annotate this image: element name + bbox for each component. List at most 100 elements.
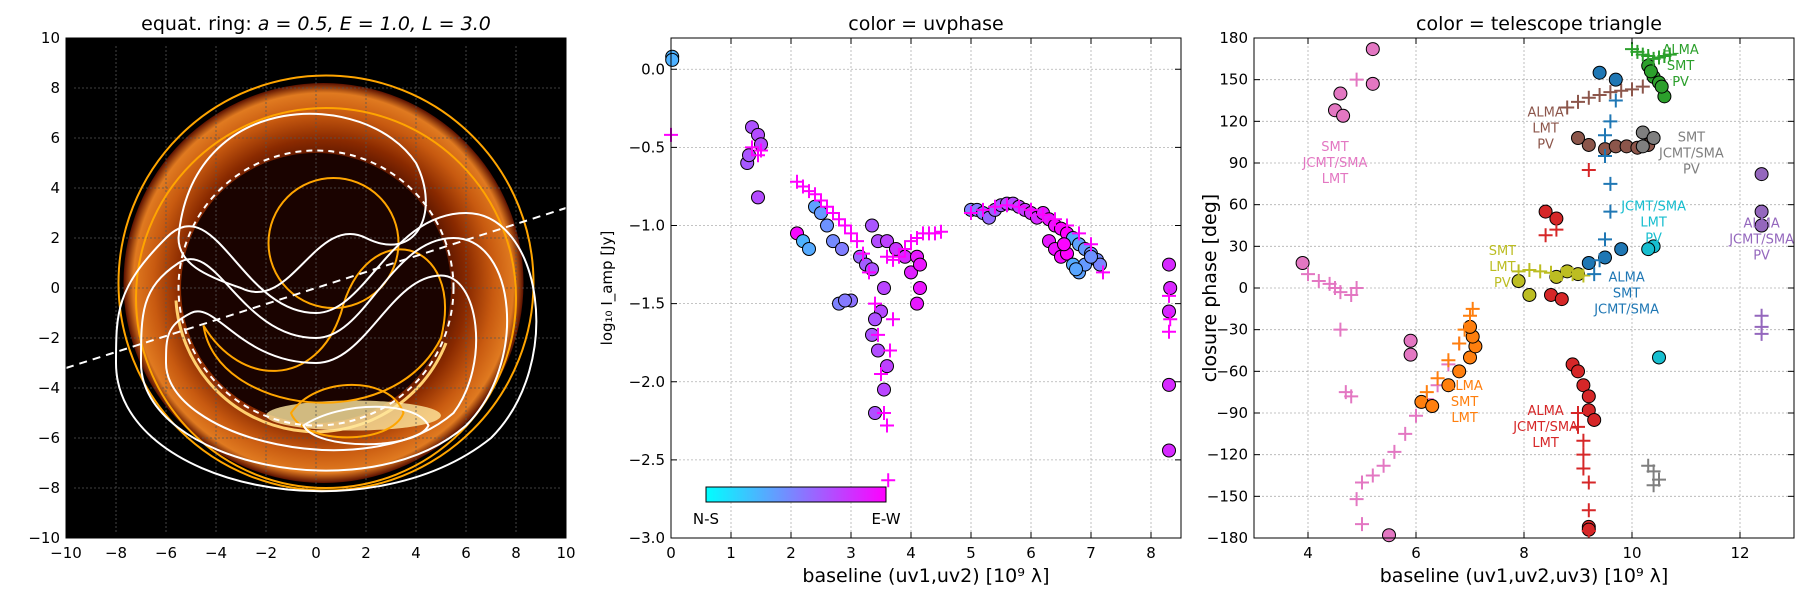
data-point-plus (1333, 322, 1348, 337)
series-label-line: JCMT/SMA (1512, 420, 1578, 435)
panel1-contours (65, 74, 567, 493)
data-point-plus (1603, 85, 1618, 100)
series-label-line: LMT (1532, 436, 1558, 451)
dashed-line (65, 207, 567, 369)
panel1-xtick-label: −2 (255, 544, 277, 562)
colorbar (705, 486, 887, 503)
panel1-xtick-label: −10 (50, 544, 82, 562)
data-point-circle (1576, 378, 1591, 393)
panel2-xtick-label: 7 (1086, 544, 1096, 562)
series-label-line: PV (1645, 232, 1662, 247)
data-point-plus (892, 249, 906, 264)
data-point-plus (1398, 426, 1413, 441)
panel2-ylabel: log₁₀ I_amp [Jy] (598, 231, 617, 346)
panel3-ytick-label: 30 (1229, 237, 1248, 255)
data-point-circle (1403, 347, 1418, 362)
panel1-ytick-label: −10 (28, 529, 60, 547)
data-point-circle (1592, 65, 1607, 80)
data-point-plus (1598, 232, 1612, 247)
data-point-circle (877, 382, 891, 397)
data-point-circle (1643, 64, 1658, 79)
series-label-line: JCMT/SMA (1593, 303, 1659, 318)
series-label-line: ALMA (1527, 404, 1563, 419)
series-label: ALMA JCMT/SMA LMT (1512, 404, 1578, 451)
data-point-plus (1576, 447, 1591, 462)
panel3-ytick-label: 120 (1219, 112, 1248, 130)
data-point-plus (1635, 79, 1650, 94)
series-label: ALMA SMT JCMT/SMA (1593, 271, 1659, 318)
panel2-xlabel: baseline (uv1,uv2) [10⁹ λ] (802, 565, 1049, 587)
data-point-plus (988, 199, 1002, 214)
data-point-circle (1162, 257, 1176, 272)
data-point-plus (1355, 517, 1369, 532)
panel3-ytick-label: 150 (1219, 71, 1248, 89)
data-point-plus (898, 241, 912, 256)
photon-ring-bright (174, 300, 448, 434)
data-point-plus (1365, 468, 1380, 483)
colorbar-left-label: N-S (693, 510, 719, 528)
data-point-circle (1554, 292, 1569, 307)
data-point-plus (1072, 226, 1086, 241)
panel3-ytick-label: −120 (1207, 446, 1248, 464)
panel3-ylabel: closure phase [deg] (1199, 194, 1221, 382)
panel3-ytick-label: 90 (1229, 154, 1248, 172)
data-point-plus (1511, 264, 1526, 279)
data-point-circle (1463, 350, 1477, 365)
data-point-plus (802, 184, 816, 199)
contour-white-inner (302, 405, 430, 446)
panel2-ytick-label: −2.5 (629, 451, 665, 469)
panel1-title: equat. ring: a = 0.5, E = 1.0, L = 3.0 (141, 13, 491, 35)
series-label-line: LMT (1451, 411, 1477, 426)
panel2-xtick-label: 8 (1146, 544, 1156, 562)
data-point-circle (1441, 378, 1456, 393)
panel1-ytick-label: −8 (38, 479, 60, 497)
data-point-circle (1587, 412, 1602, 427)
series-label: SMT JCMT/SMA PV (1658, 130, 1724, 177)
data-point-plus (1096, 265, 1110, 280)
series-label-line: LMT (1322, 172, 1348, 187)
panel2-ticks: 0 1 2 3 4 5 6 7 8 −3.0 −2.5 −2.0 −1.5 −1.0 −0.5 0.0 (629, 38, 1181, 562)
series-label-line: LMT (1489, 260, 1515, 275)
series-label-line: PV (1494, 276, 1511, 291)
data-point-circle (802, 241, 816, 256)
panel1-ytick-label: −2 (38, 329, 60, 347)
panel1-xtick-label: 4 (411, 544, 421, 562)
data-point-plus (1560, 100, 1575, 115)
panel2-xtick-label: 4 (906, 544, 916, 562)
data-point-plus (1544, 265, 1558, 280)
panel2-title: color = uvphase (848, 13, 1003, 35)
panel3-xtick-label: 8 (1519, 544, 1529, 562)
series-label-line: LMT (1532, 121, 1558, 136)
data-point-circle (904, 265, 918, 280)
data-point-plus (1024, 202, 1038, 217)
data-point-circle (1571, 364, 1585, 379)
data-point-circle (865, 218, 879, 233)
data-point-plus (1463, 308, 1477, 323)
panel1-ytick-label: 6 (50, 129, 60, 147)
panel2-xtick-label: 3 (846, 544, 856, 562)
data-point-plus (1625, 42, 1639, 57)
panel1-xtick-label: −4 (205, 544, 227, 562)
panel3-ytick-label: −180 (1207, 529, 1248, 547)
series-label-line: ALMA (1446, 379, 1482, 394)
data-point-plus (1614, 83, 1629, 98)
data-point-circle (1162, 443, 1176, 458)
data-point-plus (844, 226, 858, 241)
data-point-plus (1581, 90, 1596, 105)
data-point-plus (820, 199, 834, 214)
series-label-line: JCMT/SMA (1728, 232, 1794, 247)
data-point-plus (1754, 326, 1769, 341)
series-label-line: SMT (1489, 244, 1516, 259)
data-point-plus (856, 246, 870, 261)
panel3-marks (1295, 42, 1769, 543)
panel3-ytick-label: 0 (1238, 279, 1248, 297)
data-point-plus (1587, 267, 1602, 282)
data-point-plus (1376, 458, 1391, 473)
panel-uvphase: color = uvphase 0 1 2 3 4 5 6 7 8 −3.0 −2.5 −2.0 −1.… (598, 13, 1182, 587)
series-label-line: JCMT/SMA (1658, 146, 1724, 161)
data-point-plus (1598, 149, 1612, 164)
data-point-plus (1571, 94, 1585, 109)
panel2-ytick-label: −3.0 (629, 529, 665, 547)
data-point-circle (1614, 242, 1629, 257)
